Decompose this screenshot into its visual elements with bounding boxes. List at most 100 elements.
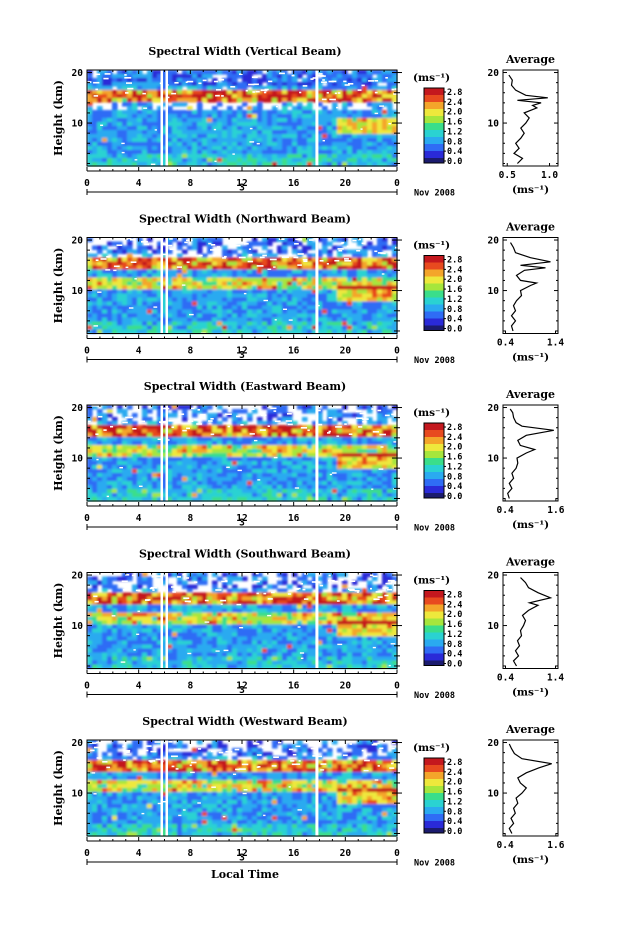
heatmap-cell	[377, 321, 383, 327]
heatmap-cell	[272, 329, 278, 335]
heatmap-cell	[222, 301, 228, 307]
colorbar-swatch	[424, 123, 444, 131]
heatmap-cell	[377, 437, 383, 442]
heatmap-cell	[367, 102, 373, 107]
heatmap-cell	[192, 269, 198, 275]
heatmap-cell	[207, 261, 213, 267]
heatmap-cell	[117, 425, 123, 430]
heatmap-cell	[192, 465, 198, 470]
heatmap-cell	[342, 265, 348, 271]
heatmap-cell	[152, 321, 158, 327]
heatmap-cell	[312, 269, 318, 275]
heatmap-cell	[272, 421, 278, 426]
heatmap-cell	[292, 281, 298, 287]
heatmap-cell	[277, 146, 283, 151]
heatmap-cell	[97, 134, 103, 139]
heatmap-cell	[97, 130, 103, 135]
heatmap-cell	[267, 237, 273, 243]
heatmap-cell	[237, 457, 243, 462]
heatmap-cell	[322, 150, 328, 155]
heatmap-cell	[332, 289, 338, 295]
heatmap-cell	[212, 162, 218, 167]
heatmap-cell	[282, 321, 288, 327]
heatmap-cell	[287, 481, 293, 486]
heatmap-cell	[372, 98, 378, 103]
heatmap-cell	[212, 429, 218, 434]
heatmap-cell	[392, 126, 398, 131]
heatmap-cell	[147, 473, 153, 478]
heatmap-cell	[117, 285, 123, 291]
heatmap-cell	[287, 154, 293, 159]
heatmap-cell	[157, 425, 163, 430]
heatmap-cell	[352, 98, 358, 103]
heatmap-cell	[97, 269, 103, 275]
heatmap-cell	[362, 154, 368, 159]
heatmap-cell	[317, 305, 323, 311]
heatmap-cell	[287, 134, 293, 139]
heatmap-cell	[262, 118, 268, 123]
heatmap-cell	[392, 261, 398, 267]
heatmap-cell	[237, 425, 243, 430]
heatmap-cell	[362, 118, 368, 123]
heatmap-cell	[187, 576, 193, 582]
heatmap-cell	[367, 285, 373, 291]
heatmap-cell	[272, 445, 278, 450]
heatmap-cell	[217, 126, 223, 131]
heatmap-cell	[277, 329, 283, 335]
heatmap-cell	[267, 433, 273, 438]
heatmap-cell	[242, 449, 248, 454]
heatmap-cell	[197, 273, 203, 279]
heatmap-cell	[372, 329, 378, 335]
heatmap-cell	[127, 142, 133, 147]
heatmap-cell	[332, 425, 338, 430]
heatmap-cell	[347, 90, 353, 95]
heatmap-cell	[217, 257, 223, 263]
heatmap-cell	[222, 321, 228, 327]
heatmap-cell	[207, 493, 213, 498]
heatmap-cell	[267, 289, 273, 295]
heatmap-cell	[157, 461, 163, 466]
heatmap-cell	[187, 441, 193, 446]
colorbar-swatch	[424, 95, 444, 103]
heatmap-cell	[222, 497, 228, 502]
heatmap-cell	[157, 405, 163, 410]
heatmap-cell	[142, 102, 148, 107]
heatmap-cell	[222, 154, 228, 159]
heatmap-cell	[342, 162, 348, 167]
heatmap-cell	[217, 297, 223, 303]
heatmap-cell	[132, 457, 138, 462]
heatmap-cell	[192, 154, 198, 159]
heatmap-cell	[197, 465, 203, 470]
heatmap-cell	[362, 321, 368, 327]
heatmap-cell	[212, 305, 218, 311]
heatmap-cell	[382, 437, 388, 442]
heatmap-cell	[162, 497, 168, 502]
heatmap-cell	[202, 489, 208, 494]
heatmap-cell	[147, 457, 153, 462]
heatmap-cell	[197, 78, 203, 83]
heatmap-cell	[322, 437, 328, 442]
heatmap-cell	[227, 473, 233, 478]
heatmap-cell	[367, 265, 373, 271]
heatmap-cell	[107, 329, 113, 335]
missing-data-mark	[316, 423, 323, 426]
heatmap-cell	[337, 453, 343, 458]
missing-data-mark	[361, 242, 366, 245]
heatmap-cell	[307, 453, 313, 458]
heatmap-cell	[192, 86, 198, 91]
heatmap-cell	[252, 584, 258, 590]
heatmap-cell	[202, 158, 208, 163]
heatmap-cell	[102, 162, 108, 167]
heatmap-cell	[117, 305, 123, 311]
heatmap-cell	[92, 257, 98, 263]
heatmap-cell	[187, 86, 193, 91]
colorbar-tick-label: 1.2	[447, 462, 462, 472]
heatmap-cell	[342, 445, 348, 450]
heatmap-cell	[107, 413, 113, 418]
heatmap-cell	[122, 142, 128, 147]
heatmap-cell	[372, 70, 378, 75]
colorbar-tick-label: 0.4	[447, 482, 462, 492]
heatmap-cell	[247, 257, 253, 263]
heatmap-cell	[312, 70, 318, 75]
heatmap-cell	[192, 441, 198, 446]
